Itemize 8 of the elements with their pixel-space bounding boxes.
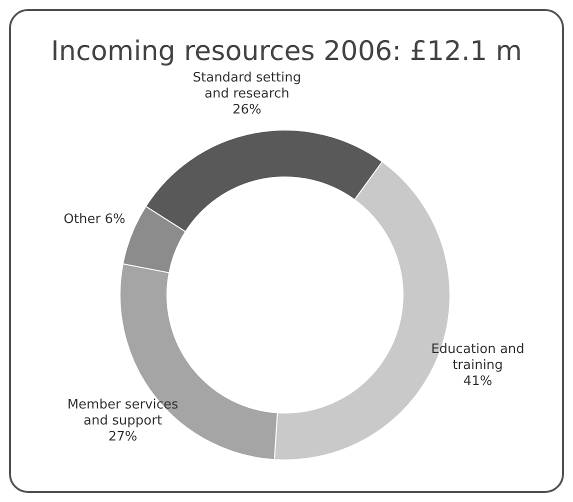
chart-title: Incoming resources 2006: £12.1 m: [50, 36, 522, 67]
slice-label: Other 6%: [64, 212, 126, 227]
data-label: 26%: [232, 102, 262, 118]
slice-label: Standard setting and research: [192, 70, 302, 102]
slice-label: Member services and support: [67, 396, 178, 428]
data-label: 41%: [463, 373, 492, 388]
data-label: 27%: [108, 428, 138, 444]
slice-label: Education and training: [431, 341, 524, 372]
